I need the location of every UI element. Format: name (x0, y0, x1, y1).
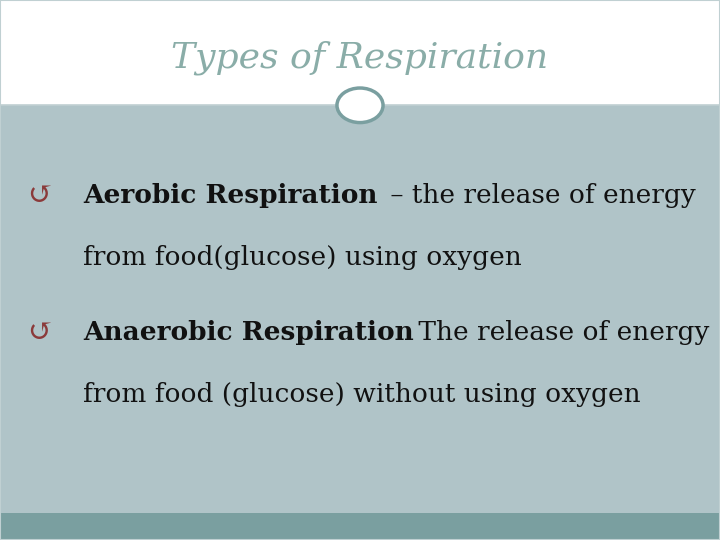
Text: The release of energy: The release of energy (410, 320, 710, 345)
Bar (0, 105, 720, 513)
Bar (0, 0, 720, 105)
Text: ↺: ↺ (27, 316, 53, 348)
Text: Types of Respiration: Types of Respiration (171, 40, 549, 75)
Circle shape (337, 88, 383, 123)
Text: from food (glucose) without using oxygen: from food (glucose) without using oxygen (83, 382, 640, 407)
Text: Aerobic Respiration: Aerobic Respiration (83, 183, 377, 208)
Text: Anaerobic Respiration: Anaerobic Respiration (83, 320, 413, 345)
Text: from food(glucose) using oxygen: from food(glucose) using oxygen (83, 245, 521, 270)
Text: ↺: ↺ (27, 180, 53, 211)
Text: – the release of energy: – the release of energy (382, 183, 696, 208)
Bar (0, 513, 720, 540)
